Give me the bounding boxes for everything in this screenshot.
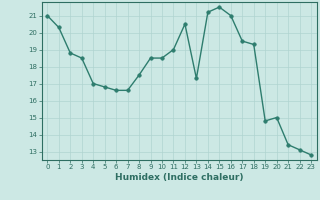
- X-axis label: Humidex (Indice chaleur): Humidex (Indice chaleur): [115, 173, 244, 182]
